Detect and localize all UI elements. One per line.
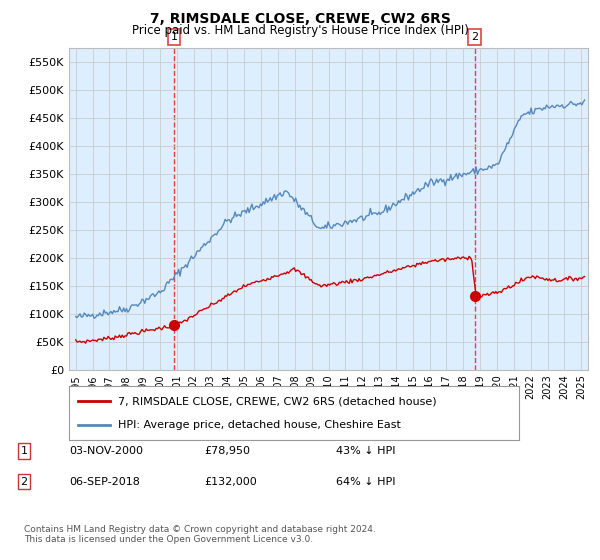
Text: HPI: Average price, detached house, Cheshire East: HPI: Average price, detached house, Ches… — [119, 419, 401, 430]
Text: 64% ↓ HPI: 64% ↓ HPI — [336, 477, 395, 487]
Text: Contains HM Land Registry data © Crown copyright and database right 2024.
This d: Contains HM Land Registry data © Crown c… — [24, 525, 376, 544]
Text: £78,950: £78,950 — [204, 446, 250, 456]
Text: 2: 2 — [20, 477, 28, 487]
Text: 03-NOV-2000: 03-NOV-2000 — [69, 446, 143, 456]
Text: 1: 1 — [20, 446, 28, 456]
Text: 43% ↓ HPI: 43% ↓ HPI — [336, 446, 395, 456]
Text: £132,000: £132,000 — [204, 477, 257, 487]
Text: Price paid vs. HM Land Registry's House Price Index (HPI): Price paid vs. HM Land Registry's House … — [131, 24, 469, 36]
Text: 06-SEP-2018: 06-SEP-2018 — [69, 477, 140, 487]
Text: 7, RIMSDALE CLOSE, CREWE, CW2 6RS: 7, RIMSDALE CLOSE, CREWE, CW2 6RS — [149, 12, 451, 26]
Text: 7, RIMSDALE CLOSE, CREWE, CW2 6RS (detached house): 7, RIMSDALE CLOSE, CREWE, CW2 6RS (detac… — [119, 396, 437, 407]
Text: 2: 2 — [471, 32, 478, 42]
Text: 1: 1 — [170, 32, 178, 42]
